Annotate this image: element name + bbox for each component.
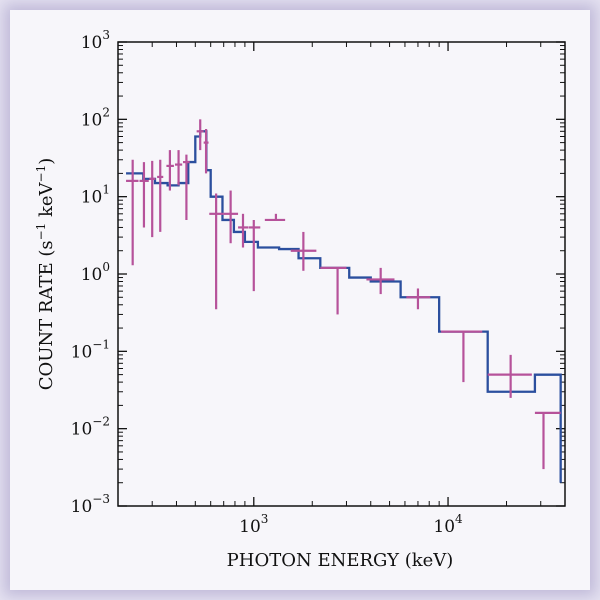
y-axis-title-exp1: −1 bbox=[34, 223, 48, 241]
data-point bbox=[264, 213, 286, 222]
y-tick-label-exp: 0 bbox=[102, 260, 110, 274]
x-tick-label-exp: 4 bbox=[455, 512, 463, 526]
y-tick-label: 100 bbox=[81, 260, 110, 285]
data-point bbox=[320, 266, 347, 315]
y-tick-label-exp: −1 bbox=[92, 337, 110, 351]
data-point bbox=[534, 411, 561, 470]
y-tick-label-exp: 1 bbox=[102, 183, 110, 197]
y-tick-label-base: 10 bbox=[81, 110, 103, 130]
y-tick-label-base: 10 bbox=[81, 265, 103, 285]
y-tick-label-base: 10 bbox=[71, 420, 93, 440]
data-point bbox=[139, 162, 149, 228]
y-tick-label-base: 10 bbox=[81, 188, 103, 208]
data-point bbox=[406, 288, 431, 310]
data-point bbox=[126, 159, 139, 266]
y-tick-label: 101 bbox=[81, 183, 110, 208]
data-point bbox=[366, 267, 395, 295]
x-tick-label: 103 bbox=[239, 512, 268, 537]
y-tick-label: 10−1 bbox=[71, 337, 110, 362]
y-tick-label-base: 10 bbox=[81, 33, 103, 53]
y-axis-title-part2: keV bbox=[36, 181, 57, 222]
data-point bbox=[157, 159, 164, 232]
y-tick-label: 103 bbox=[81, 28, 110, 53]
x-tick-label: 104 bbox=[433, 512, 463, 537]
axis-ticks bbox=[117, 41, 566, 507]
data-point bbox=[182, 154, 190, 220]
plot-marks bbox=[126, 119, 562, 483]
data-point bbox=[166, 150, 174, 191]
data-point bbox=[487, 354, 532, 398]
x-tick-labels: 103 104 bbox=[239, 512, 463, 537]
x-tick-label-base: 10 bbox=[433, 517, 455, 537]
x-tick-label-exp: 3 bbox=[261, 512, 269, 526]
x-axis-title: PHOTON ENERGY (keV) bbox=[227, 550, 454, 571]
data-point bbox=[196, 119, 204, 151]
figure-frame bbox=[10, 10, 590, 590]
y-tick-label-exp: 3 bbox=[102, 28, 110, 42]
x-tick-label-base: 10 bbox=[239, 517, 261, 537]
y-tick-label-exp: 2 bbox=[102, 105, 110, 119]
data-point bbox=[249, 219, 261, 292]
y-tick-label-base: 10 bbox=[71, 497, 93, 517]
data-point bbox=[238, 213, 249, 248]
data-point bbox=[223, 190, 239, 244]
y-tick-label-base: 10 bbox=[71, 342, 93, 362]
y-axis-title-part1: COUNT RATE (s bbox=[36, 240, 57, 390]
y-axis-title-part3: ) bbox=[36, 158, 57, 165]
y-tick-label: 10−3 bbox=[71, 492, 110, 517]
y-tick-label-exp: −3 bbox=[92, 492, 110, 506]
y-tick-label-exp: −2 bbox=[92, 415, 110, 429]
y-tick-label: 102 bbox=[81, 105, 110, 130]
y-tick-label: 10−2 bbox=[71, 415, 110, 440]
y-axis-title-exp2: −1 bbox=[34, 165, 48, 183]
data-point bbox=[209, 193, 224, 310]
data-point bbox=[174, 150, 183, 186]
model-step-line bbox=[126, 130, 562, 483]
data-point bbox=[149, 160, 156, 238]
data-point bbox=[290, 231, 317, 271]
plot-area-border bbox=[117, 41, 566, 507]
data-point bbox=[203, 128, 209, 174]
y-axis-title: COUNT RATE (s−1 keV−1) bbox=[34, 158, 57, 391]
data-point bbox=[441, 330, 483, 383]
